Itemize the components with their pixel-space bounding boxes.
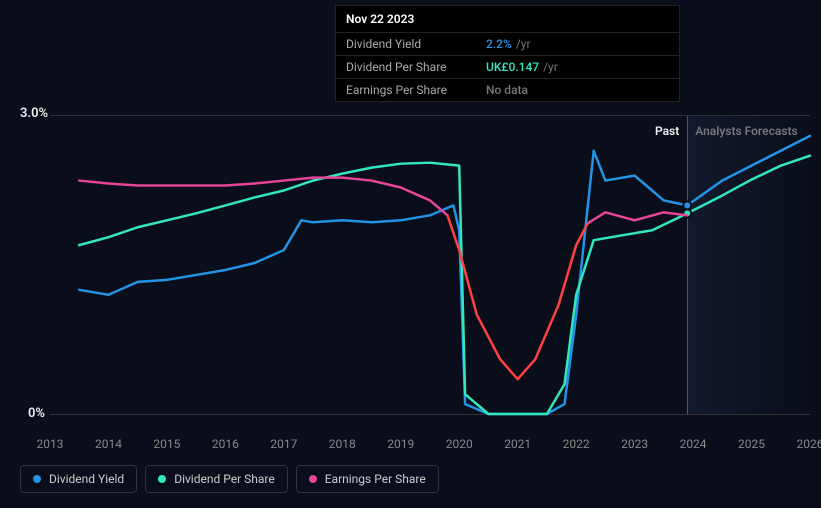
hover-tooltip: Nov 22 2023 Dividend Yield 2.2% /yr Divid… bbox=[335, 5, 680, 102]
tooltip-row-dividend-yield: Dividend Yield 2.2% /yr bbox=[336, 33, 679, 56]
legend-dot-icon bbox=[158, 475, 166, 483]
x-axis-labels: 2013201420152016201720182019202020212022… bbox=[50, 437, 810, 457]
tooltip-row-dividend-per-share: Dividend Per Share UK£0.147/yr bbox=[336, 56, 679, 79]
legend-item[interactable]: Dividend Per Share bbox=[145, 465, 288, 493]
x-tick-label: 2020 bbox=[446, 437, 473, 451]
y-tick-max: 3.0% bbox=[20, 106, 48, 121]
x-tick-label: 2025 bbox=[738, 437, 765, 451]
legend-dot-icon bbox=[33, 475, 41, 483]
x-tick-label: 2026 bbox=[797, 437, 821, 451]
tooltip-value: 2.2% bbox=[486, 37, 512, 51]
x-tick-label: 2013 bbox=[37, 437, 64, 451]
x-tick-label: 2015 bbox=[153, 437, 180, 451]
tooltip-row-earnings-per-share: Earnings Per Share No data bbox=[336, 79, 679, 101]
chart-legend: Dividend Yield Dividend Per Share Earnings… bbox=[20, 465, 439, 493]
legend-label: Earnings Per Share bbox=[325, 472, 426, 486]
legend-label: Dividend Yield bbox=[49, 472, 124, 486]
x-tick-label: 2017 bbox=[270, 437, 297, 451]
tooltip-date: Nov 22 2023 bbox=[336, 6, 679, 33]
tooltip-unit: /yr bbox=[543, 60, 558, 74]
tooltip-label: Dividend Per Share bbox=[346, 60, 486, 74]
x-tick-label: 2024 bbox=[680, 437, 707, 451]
chart-plot-area[interactable]: Past Analysts Forecasts bbox=[50, 115, 810, 415]
x-tick-label: 2019 bbox=[387, 437, 414, 451]
x-tick-label: 2018 bbox=[329, 437, 356, 451]
legend-item[interactable]: Earnings Per Share bbox=[296, 465, 439, 493]
tooltip-label: Dividend Yield bbox=[346, 37, 486, 51]
x-tick-label: 2021 bbox=[504, 437, 531, 451]
y-tick-min: 0% bbox=[28, 406, 45, 421]
legend-label: Dividend Per Share bbox=[174, 472, 275, 486]
tooltip-value: No data bbox=[486, 83, 528, 97]
tooltip-value: UK£0.147 bbox=[486, 60, 539, 74]
tooltip-label: Earnings Per Share bbox=[346, 83, 486, 97]
x-tick-label: 2022 bbox=[563, 437, 590, 451]
legend-dot-icon bbox=[309, 475, 317, 483]
x-tick-label: 2014 bbox=[95, 437, 122, 451]
x-tick-label: 2016 bbox=[212, 437, 239, 451]
chart-lines-svg bbox=[50, 116, 810, 414]
x-tick-label: 2023 bbox=[621, 437, 648, 451]
tooltip-unit: /yr bbox=[516, 37, 531, 51]
legend-item[interactable]: Dividend Yield bbox=[20, 465, 137, 493]
